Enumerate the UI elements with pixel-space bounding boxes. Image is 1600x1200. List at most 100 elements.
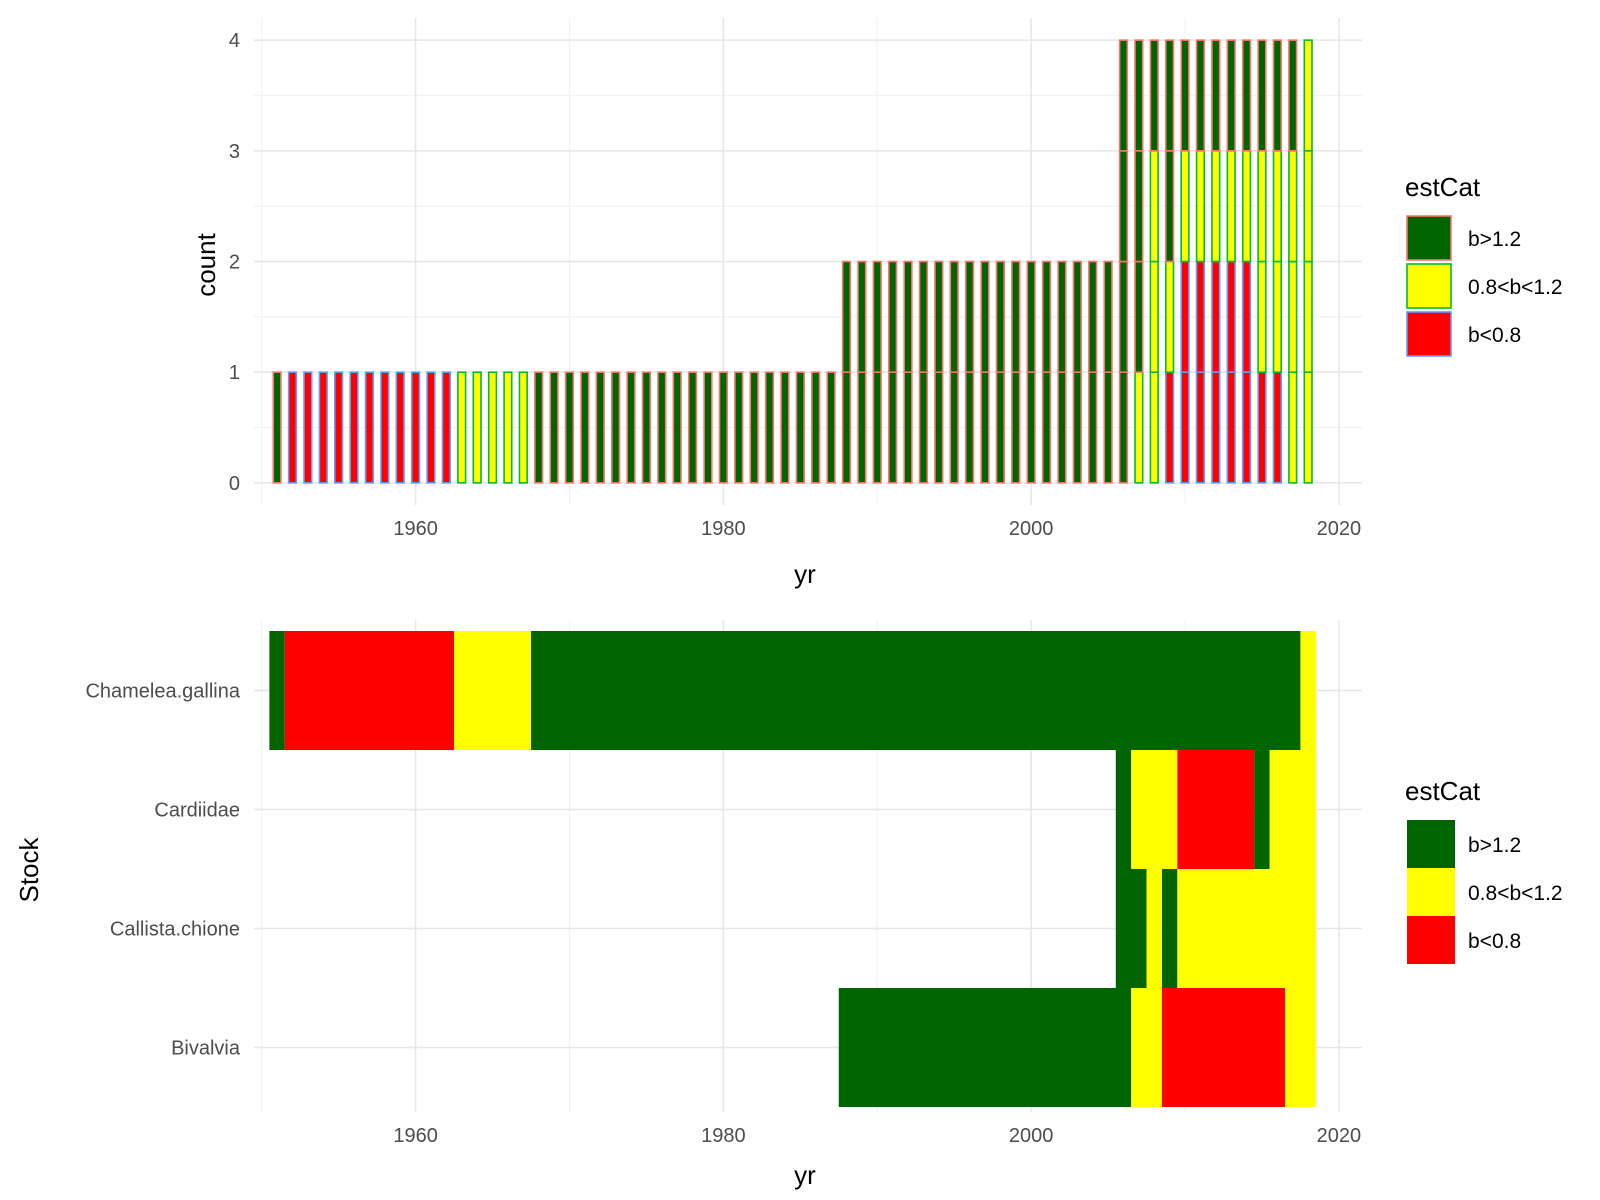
bar-segment-2013-b-1-2	[1226, 39, 1236, 152]
bar-segment-1956-b-0-8	[349, 371, 359, 484]
bar-segment-2018-0-8-b-1-2	[1303, 39, 1313, 152]
bar-segment-1992-b-1-2	[903, 260, 913, 373]
bar-segment-2015-0-8-b-1-2	[1257, 150, 1267, 263]
bar-segment-2006-b-1-2	[1118, 150, 1129, 263]
tile-bivalvia-2007-2008	[1131, 988, 1162, 1107]
bar-segment-2009-b-0-8	[1164, 371, 1175, 484]
bar-segment-1951-b-1-2	[272, 371, 282, 484]
bar-segment-1994-b-1-2	[934, 371, 944, 484]
top-x-axis-title: yr	[794, 559, 816, 589]
bar-segment-1972-b-1-2	[595, 371, 605, 484]
tile-callista-chione-2008-2008	[1146, 869, 1162, 988]
bar-segment-1997-b-1-2	[980, 260, 990, 373]
bar-segment-2018-0-8-b-1-2	[1303, 371, 1313, 484]
bar-segment-1964-0-8-b-1-2	[472, 371, 482, 484]
top-legend-swatch-b-1-2	[1406, 215, 1452, 261]
bar-segment-1955-b-0-8	[333, 371, 344, 484]
bottom-legend-swatch-b-0-8	[1407, 916, 1455, 964]
bar-segment-2001-b-1-2	[1041, 260, 1052, 373]
bar-segment-1993-b-1-2	[918, 371, 929, 484]
bar-segment-1998-b-1-2	[995, 260, 1006, 373]
bar-segment-2016-0-8-b-1-2	[1272, 150, 1283, 263]
bar-segment-1957-b-0-8	[364, 371, 375, 484]
bar-segment-2006-b-1-2	[1118, 260, 1129, 373]
tile-bivalvia-1988-2006	[838, 988, 1132, 1107]
bar-segment-1961-b-0-8	[426, 371, 436, 484]
bar-segment-2003-b-1-2	[1072, 260, 1082, 373]
top-y-tick-labels: 0 1 2 3 4	[229, 30, 240, 495]
bar-segment-2011-b-0-8	[1195, 260, 1206, 373]
bar-segment-1988-b-1-2	[841, 260, 852, 373]
bar-segment-2012-b-0-8	[1211, 260, 1221, 373]
top-legend-label-b-0-8: b<0.8	[1468, 324, 1521, 347]
bar-segment-2011-0-8-b-1-2	[1195, 150, 1206, 263]
bar-segment-1971-b-1-2	[580, 371, 590, 484]
bar-segment-2006-b-1-2	[1118, 371, 1129, 484]
bar-segment-2008-b-1-2	[1149, 39, 1159, 152]
top-x-tick-label: 1980	[701, 518, 746, 540]
bar-segment-1962-b-0-8	[441, 371, 452, 484]
top-x-tick-label: 1960	[393, 518, 438, 540]
bar-segment-2009-b-1-2	[1164, 39, 1175, 152]
bar-segment-1996-b-1-2	[964, 260, 975, 373]
bar-segment-2001-b-1-2	[1041, 371, 1052, 484]
bar-segment-2004-b-1-2	[1088, 260, 1098, 373]
bar-segment-2013-0-8-b-1-2	[1226, 150, 1236, 263]
bar-segment-1996-b-1-2	[964, 371, 975, 484]
bar-segment-1999-b-1-2	[1011, 260, 1021, 373]
bar-segment-1998-b-1-2	[995, 371, 1006, 484]
tile-cardiidae-2015-2015	[1254, 750, 1270, 869]
bar-segment-1991-b-1-2	[887, 371, 898, 484]
top-grid	[254, 18, 1362, 505]
bar-segment-2014-0-8-b-1-2	[1241, 150, 1252, 263]
bar-segment-1970-b-1-2	[564, 371, 575, 484]
bar-segment-1983-b-1-2	[764, 371, 775, 484]
bar-segment-2013-b-0-8	[1226, 260, 1236, 373]
bar-segment-2012-0-8-b-1-2	[1211, 150, 1221, 263]
bottom-y-tick-labels: Chamelea.gallina Cardiidae Callista.chione…	[85, 681, 240, 1060]
count-bar-chart: 0 1 2 3 4 1960 1980 2000 2020 yr count estCat b…	[191, 18, 1563, 589]
bar-segment-1959-b-0-8	[395, 371, 405, 484]
bar-segment-1991-b-1-2	[887, 260, 898, 373]
bar-segment-1973-b-1-2	[610, 371, 621, 484]
bar-segment-2012-b-0-8	[1211, 371, 1221, 484]
bar-segment-2015-b-0-8	[1257, 371, 1267, 484]
bar-segment-1995-b-1-2	[949, 260, 959, 373]
bar-segment-2007-0-8-b-1-2	[1134, 371, 1144, 484]
bottom-tiles	[269, 631, 1316, 1107]
top-legend-title: estCat	[1405, 172, 1481, 202]
bottom-x-tick-label: 1960	[393, 1125, 438, 1147]
bar-segment-2010-0-8-b-1-2	[1180, 150, 1190, 263]
bar-segment-1979-b-1-2	[703, 371, 713, 484]
bar-segment-1987-b-1-2	[826, 371, 836, 484]
bar-segment-2000-b-1-2	[1026, 260, 1036, 373]
bar-segment-2017-0-8-b-1-2	[1288, 371, 1298, 484]
bar-segment-2010-b-0-8	[1180, 371, 1190, 484]
stock-label-cardiidae: Cardiidae	[154, 800, 240, 822]
tile-cardiidae-2007-2009	[1131, 750, 1178, 869]
bottom-x-tick-labels: 1960 1980 2000 2020	[393, 1125, 1361, 1147]
bar-segment-1989-b-1-2	[857, 371, 867, 484]
tile-chamelea-gallina-2018-2018	[1300, 631, 1316, 750]
bar-segment-2008-0-8-b-1-2	[1149, 371, 1159, 484]
bar-segment-2017-0-8-b-1-2	[1288, 150, 1298, 263]
bar-segment-2003-b-1-2	[1072, 371, 1082, 484]
bottom-y-axis-title: Stock	[14, 836, 44, 902]
bar-segment-2018-0-8-b-1-2	[1303, 260, 1313, 373]
bar-segment-2009-b-1-2	[1164, 150, 1175, 263]
bar-segment-2012-b-1-2	[1211, 39, 1221, 152]
bar-segment-2007-b-1-2	[1134, 150, 1144, 263]
bottom-x-tick-label: 2000	[1009, 1125, 1054, 1147]
tile-bivalvia-2009-2016	[1161, 988, 1286, 1107]
bar-segment-2011-b-0-8	[1195, 371, 1206, 484]
stock-tile-chart: Chamelea.gallina Cardiidae Callista.chione…	[14, 620, 1563, 1190]
tile-callista-chione-2010-2018	[1177, 869, 1316, 988]
bar-segment-2007-b-1-2	[1134, 39, 1144, 152]
bar-segment-2000-b-1-2	[1026, 371, 1036, 484]
tile-cardiidae-2016-2018	[1269, 750, 1316, 869]
bar-segment-1992-b-1-2	[903, 371, 913, 484]
top-y-tick-label: 1	[229, 362, 240, 384]
tile-callista-chione-2006-2007	[1115, 869, 1147, 988]
bar-segment-1995-b-1-2	[949, 371, 959, 484]
bottom-legend-label-b-1-2: b>1.2	[1468, 834, 1521, 857]
